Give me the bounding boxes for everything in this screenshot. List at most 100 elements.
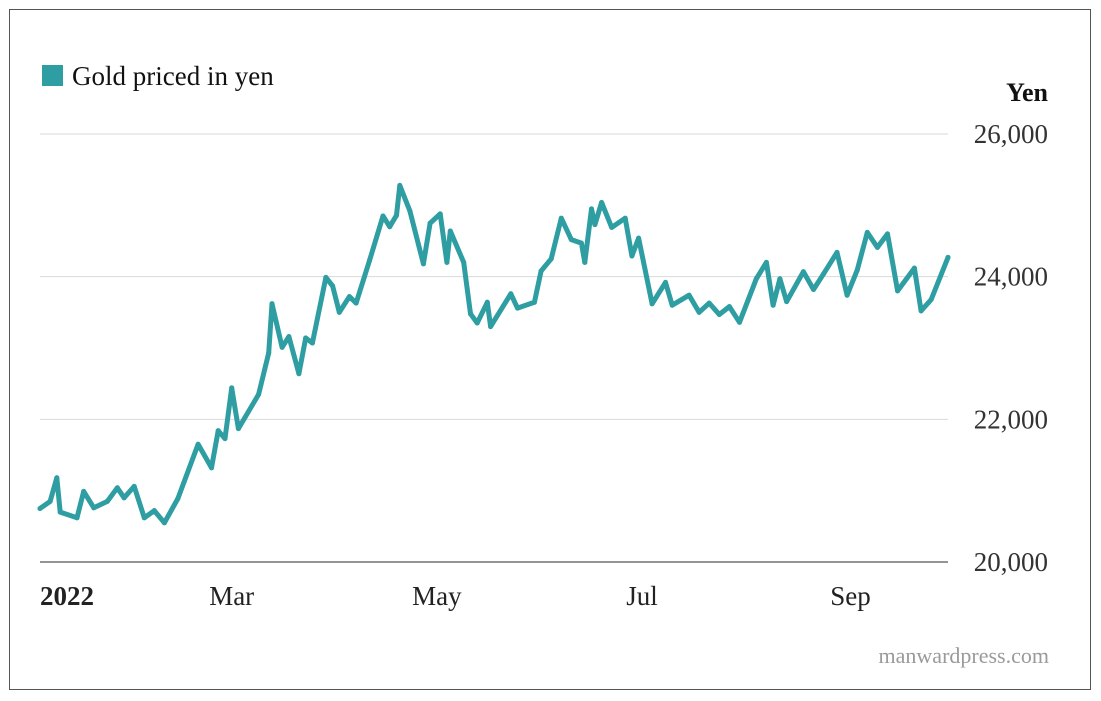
data-point: [636, 235, 642, 241]
grid: [40, 133, 948, 563]
data-point: [37, 506, 43, 511]
data-point: [387, 224, 393, 230]
data-point: [444, 259, 450, 265]
data-point: [508, 291, 514, 297]
data-point: [622, 215, 628, 221]
data-point: [81, 488, 87, 494]
y-axis-title: Yen: [1006, 78, 1048, 107]
data-point: [266, 350, 272, 356]
data-point: [538, 268, 544, 274]
data-point: [663, 279, 668, 285]
data-point: [54, 475, 60, 481]
data-point: [195, 441, 201, 447]
x-axis-ticks: 2022 Mar May Jul Sep: [40, 581, 871, 611]
data-point: [696, 309, 702, 315]
data-point: [209, 465, 214, 471]
legend-swatch: [42, 65, 63, 86]
data-point: [114, 485, 120, 491]
series-layer: [37, 182, 951, 526]
data-point: [394, 212, 399, 218]
data-point: [548, 256, 554, 262]
data-point: [589, 206, 594, 212]
x-tick-label-year: 2022: [40, 581, 94, 611]
data-point: [279, 344, 285, 350]
data-point: [592, 222, 598, 228]
data-point: [599, 200, 605, 205]
data-point: [726, 304, 732, 310]
data-point: [609, 224, 615, 230]
x-tick-label: May: [412, 581, 462, 611]
data-point: [296, 371, 302, 377]
data-point: [784, 299, 790, 305]
data-point: [834, 249, 840, 255]
data-point: [716, 312, 722, 317]
data-point: [854, 267, 860, 273]
y-tick-label: 22,000: [974, 404, 1048, 434]
chart-frame: [9, 9, 1091, 690]
data-point: [918, 308, 924, 314]
data-point: [629, 253, 635, 259]
data-point: [47, 498, 53, 504]
data-point: [309, 340, 315, 346]
data-point: [427, 220, 433, 226]
y-tick-label: 20,000: [974, 547, 1048, 577]
data-point: [928, 297, 934, 302]
x-tick-label: Jul: [626, 581, 658, 611]
data-point: [175, 496, 181, 501]
y-tick-label: 26,000: [974, 119, 1048, 149]
data-point: [141, 515, 147, 521]
data-point: [753, 276, 759, 282]
data-point: [911, 265, 917, 271]
data-point: [353, 300, 359, 306]
data-point: [558, 215, 564, 221]
data-point: [669, 302, 675, 308]
data-point: [336, 309, 342, 315]
data-point: [74, 515, 80, 521]
data-point: [447, 228, 453, 234]
series-line-gold-yen: [37, 182, 951, 526]
data-point: [874, 244, 880, 250]
data-point: [844, 292, 850, 298]
data-point: [770, 302, 776, 308]
data-point: [777, 276, 783, 282]
data-point: [488, 324, 494, 330]
data-point: [330, 283, 336, 289]
data-point: [437, 211, 443, 217]
data-point: [131, 483, 137, 489]
data-point: [821, 271, 827, 277]
data-point: [582, 259, 588, 265]
data-point: [57, 509, 63, 515]
data-point: [484, 299, 490, 305]
data-point: [380, 213, 386, 219]
data-point: [151, 508, 157, 514]
data-point: [215, 428, 221, 434]
data-point: [885, 231, 890, 237]
data-point: [568, 237, 574, 243]
y-tick-label: 24,000: [974, 262, 1048, 292]
data-point: [323, 274, 329, 280]
legend: Gold priced in yen: [42, 61, 274, 91]
data-point: [737, 319, 742, 325]
data-point: [800, 269, 806, 275]
data-point: [91, 505, 97, 511]
data-point: [104, 498, 110, 504]
data-point: [346, 294, 352, 300]
data-point: [578, 240, 584, 246]
data-point: [864, 229, 870, 235]
data-point: [269, 301, 275, 307]
data-point: [461, 259, 467, 265]
data-point: [895, 288, 901, 294]
data-point: [286, 334, 292, 340]
data-point: [407, 208, 413, 214]
data-point: [706, 300, 712, 306]
y-axis-ticks: 20,000 22,000 24,000 26,000: [974, 119, 1048, 577]
source-credit: manwardpress.com: [879, 643, 1049, 668]
data-point: [235, 426, 241, 432]
data-point: [229, 385, 235, 391]
data-point: [686, 292, 692, 298]
data-point: [397, 182, 403, 188]
data-point: [649, 301, 655, 307]
data-point: [222, 436, 228, 442]
data-point: [763, 259, 769, 265]
